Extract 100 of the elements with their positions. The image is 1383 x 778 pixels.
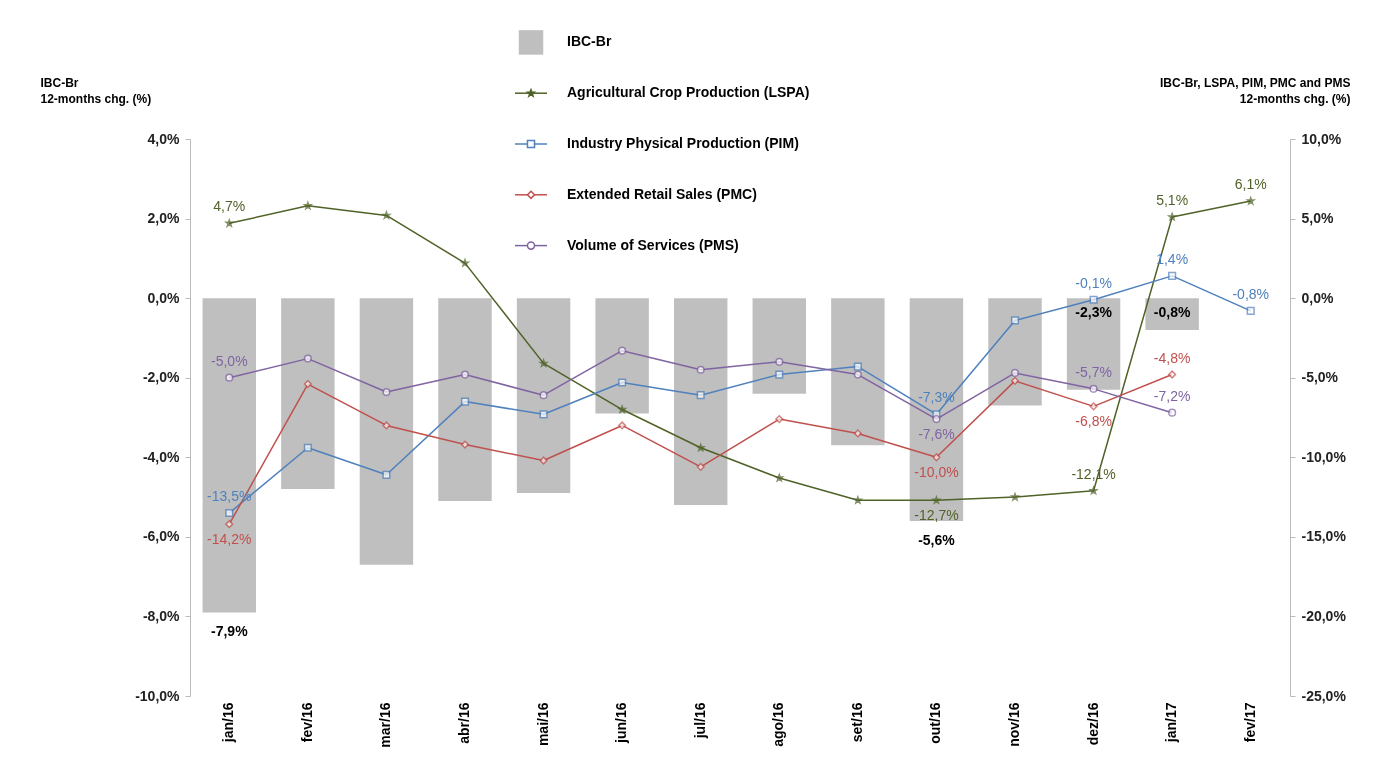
legend-label: Industry Physical Production (PIM) [567,135,799,151]
point [618,421,627,430]
point [932,496,941,504]
legend-label: Volume of Services (PMS) [567,236,739,253]
x-tick-label: jul/16 [691,702,708,740]
x-tick-label: ago/16 [770,702,787,747]
point [1246,196,1255,205]
point [1246,306,1255,315]
point [775,414,784,424]
point [1089,295,1098,304]
point [696,365,705,374]
data-label: 6,1% [1234,176,1267,193]
data-label: -0,1% [1075,274,1112,291]
x-tick-label: jan/16 [220,702,237,744]
point [696,462,705,471]
data-label: -12,7% [914,507,959,524]
x-tick-label: fev/17 [1241,702,1258,743]
point [618,346,627,355]
point [775,370,784,379]
point [1089,384,1098,393]
x-tick-label: dez/16 [1084,702,1101,746]
legend-label: Agricultural Crop Production (LSPA) [567,84,810,101]
y-tick-label: 4,0% [147,130,181,147]
y-tick-label: -10,0% [135,687,181,704]
point [225,219,234,227]
data-label: 5,1% [1156,191,1189,208]
x-tick-label: nov/16 [1006,702,1022,747]
x-tick-label: set/16 [848,702,865,743]
y-tick-label: -8,0% [142,607,181,624]
point [382,211,391,219]
point [225,508,234,518]
data-label: -0,8% [1232,285,1269,302]
point [460,397,470,406]
point [696,443,705,452]
x-tick-label: mar/16 [377,702,394,748]
point [1010,316,1020,325]
point [539,359,548,367]
data-label: -10,0% [914,464,959,481]
point [539,456,548,465]
data-label: -7,2% [1153,387,1191,404]
data-label: -14,2% [207,531,252,548]
y2-tick-label: -25,0% [1301,687,1347,704]
point [932,453,941,462]
y2-tick-label: -20,0% [1301,607,1347,624]
point [1089,486,1098,495]
data-label: -5,7% [1075,363,1112,380]
y-tick-label: 2,0% [147,210,181,227]
point [775,473,784,482]
x-tick-label: jun/16 [613,702,630,744]
x-tick-label: jan/17 [1163,702,1180,744]
point [303,379,312,389]
y-tick-label: -4,0% [142,448,181,465]
legend-label: Extended Retail Sales (PMC) [567,185,757,202]
point [853,362,862,371]
y2-axis-title: IBC-Br, LSPA, PIM, PMC and PMS 12-months chg. (%) [1160,75,1351,106]
x-tick-label: fev/16 [298,702,315,743]
data-label: -5,6% [918,531,956,548]
point [460,370,470,379]
point [853,496,862,504]
point [696,391,705,400]
point [1010,376,1020,385]
point [1168,271,1177,280]
point [932,414,941,424]
legend-label: IBC-Br [567,33,612,50]
data-label: -5,0% [211,352,248,369]
y-tick-label: -2,0% [142,369,181,386]
x-tick-label: abr/16 [456,702,472,744]
y2-tick-label: 10,0% [1301,130,1342,147]
point [382,387,391,397]
point [382,421,391,430]
data-label: 4,7% [213,198,246,215]
point [853,370,862,379]
y2-tick-label: 0,0% [1301,289,1334,306]
data-label: -4,8% [1153,349,1191,366]
y2-tick-label: 5,0% [1301,210,1334,227]
point [225,373,234,382]
point [1168,408,1177,417]
point [1168,212,1177,221]
y2-tick-label: -15,0% [1301,528,1347,545]
y-axis-title: IBC-Br 12-months chg. (%) [40,75,152,106]
point [1010,368,1020,378]
point [382,470,391,479]
y2-tick-label: -10,0% [1301,448,1347,465]
y-tick-label: 0,0% [147,289,181,306]
point [303,354,312,363]
point [1168,370,1177,379]
x-tick-label: mai/16 [534,702,551,747]
point [303,443,312,452]
point [775,357,784,366]
point [225,520,234,529]
point [1089,402,1098,411]
data-label: -0,8% [1153,304,1191,321]
point [303,201,312,210]
point [539,391,548,400]
point [618,378,627,387]
y-tick-label: -6,0% [142,528,181,545]
data-label: -7,6% [918,426,955,443]
data-label: -6,8% [1075,413,1112,430]
data-label: -7,9% [211,623,249,640]
point [618,405,627,414]
